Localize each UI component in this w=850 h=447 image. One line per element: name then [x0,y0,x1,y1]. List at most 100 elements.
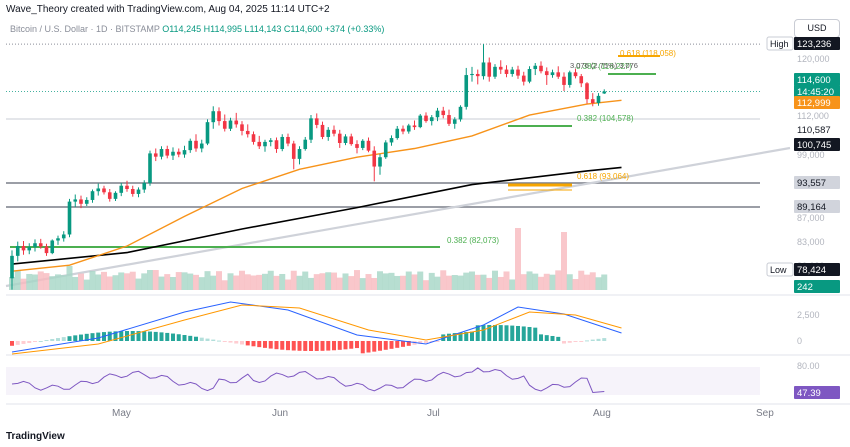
candle [228,117,233,131]
candle [544,67,549,85]
candle [10,250,14,290]
candle-body [211,111,216,123]
candle-body [539,65,543,72]
candle-body [240,124,244,131]
candle [475,69,480,85]
ohlc-close: C114,600 [283,24,323,34]
ohlc-open: O114,245 [162,24,202,34]
macd-histogram-bar [142,331,147,341]
candle [418,113,423,129]
volume-bar [434,276,441,290]
volume-bar [37,271,44,290]
macd-histogram-bar [498,325,503,341]
macd-histogram-bar [240,341,244,345]
candle-body [159,149,164,157]
candle-body [119,185,124,193]
candle [412,120,417,130]
volume-bar [141,273,148,290]
candle [102,185,106,195]
macd-histogram-bar [527,327,532,341]
volume-bar [325,272,332,290]
candle [245,124,250,138]
candle-body [217,111,221,122]
tradingview-logo[interactable]: TradingView [6,431,65,442]
fib-label: 0.382 (82,073) [447,236,499,245]
candle [498,60,503,74]
macd-histogram-bar [27,341,32,343]
volume-bar [175,272,182,290]
macd-histogram-bar [188,335,193,341]
price-tag-value: 242 [797,282,813,293]
volume-bar [227,273,234,290]
macd-histogram-bar [84,333,89,341]
volume-bar [308,277,314,290]
candle-body [33,243,37,248]
candle-body [84,199,89,204]
rsi-axis-tick: 80.00 [797,361,820,371]
macd-histogram-bar [303,341,308,351]
candle [429,115,434,126]
candle-body [527,69,532,82]
volume-bar [198,277,205,290]
volume-bar [187,273,194,290]
rsi-line [11,367,605,394]
volume-bar [509,279,516,290]
price-tag-box [794,96,840,109]
volume-bar [394,275,401,290]
macd-histogram-bar [579,341,584,342]
macd-histogram-bar [585,340,589,342]
macd-histogram-bar [148,331,152,341]
macd-axis-tick: 2,500 [797,310,820,320]
price-tag-box [794,200,840,213]
macd-histogram-bar [337,341,342,350]
volume-bar [181,272,188,290]
volume-bar [474,274,481,290]
time-axis-label: Aug [593,408,611,419]
macd-axis-tick: 0 [797,336,802,346]
volume-bar [451,275,458,290]
candle-body [73,199,78,202]
volume-bar [221,280,228,290]
candle [441,106,446,119]
macd-histogram-bar [182,335,187,341]
macd-histogram-bar [458,332,463,341]
symbol-legend: Bitcoin / U.S. Dollar · 1D · BITSTAMP O1… [10,24,384,34]
price-tag: 242 [794,280,840,293]
currency-button[interactable]: USD [794,19,840,38]
candle-body [447,115,451,124]
candle-body [320,124,325,137]
candle-body [263,141,267,147]
macd-histogram-bar [389,341,394,349]
candle-body [176,151,181,155]
volume-bar [210,275,217,290]
macd-histogram-bar [343,341,348,350]
candle [539,61,543,74]
volume-bar [428,272,435,290]
candle-body [303,139,308,150]
macd-histogram-bar [602,338,607,341]
candle [303,136,308,151]
candle [84,197,89,206]
candle [90,189,95,203]
price-tag-box [794,263,840,276]
candle [458,105,463,122]
candle [176,148,181,158]
candle-body [498,66,503,70]
candle-body [113,192,118,199]
candle [355,140,359,154]
time-axis-label: Sep [756,408,774,419]
candle [309,115,313,143]
price-tag-value: 14:45:20 [797,87,834,98]
price-tag-value: 114,600 [797,75,831,86]
price-tag-value: 78,424 [797,265,826,276]
candle [153,148,158,162]
candle-body [412,125,417,128]
candle-body [222,121,227,129]
volume-bar [193,274,199,290]
candle-body [326,129,331,137]
macd-histogram-bar [113,331,118,341]
macd-histogram-bar [562,341,566,344]
candle-body [372,150,377,167]
macd-histogram-bar [234,341,239,344]
